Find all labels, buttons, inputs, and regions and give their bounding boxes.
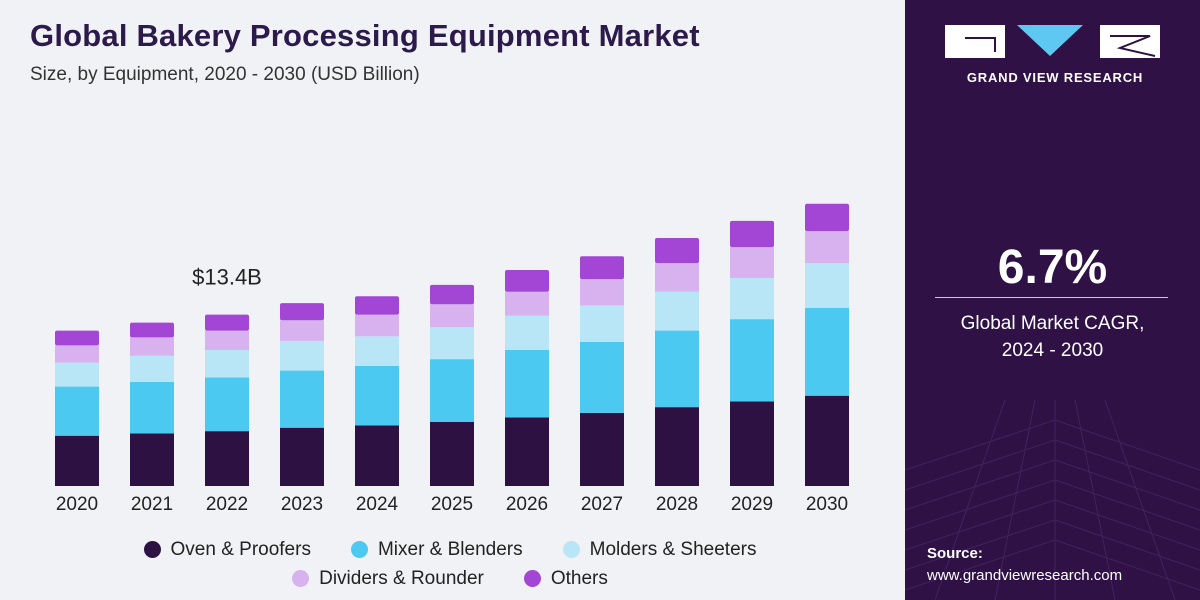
chart-plot: 2020 2021 2022 $13.4B 2023 2024 2025 2026 2027 20… [55,203,849,515]
bar-2021-oven-proofers [130,433,174,486]
source-url[interactable]: www.grandviewresearch.com [927,567,1123,584]
x-tick-label: 2022 [206,494,248,515]
bar-2021-dividers-rounder [130,337,174,356]
bar-2022-oven-proofers [205,431,249,486]
bar-2020-molders-sheeters [55,362,99,387]
bar-2026-mixer-blenders [505,350,549,418]
bar-2028-molders-sheeters [655,291,699,331]
bar-2026-oven-proofers [505,417,549,486]
chart-subtitle: Size, by Equipment, 2020 - 2030 (USD Bil… [30,64,420,85]
bar-2026-others [505,270,549,292]
x-tick-label: 2024 [356,494,399,515]
bar-2028-dividers-rounder [655,263,699,292]
bar-2024-mixer-blenders [355,366,399,426]
x-tick-label: 2028 [656,494,698,515]
bar-2023-molders-sheeters [280,340,324,371]
legend-swatch [562,541,580,558]
bar-2020-mixer-blenders [55,386,99,436]
bar-2023-oven-proofers [280,427,324,486]
legend-item-mixer-blenders: Mixer & Blenders [350,538,523,561]
bar-2027-dividers-rounder [580,279,624,306]
x-tick-label: 2027 [581,494,623,515]
bar-2023-others [280,303,324,321]
legend-swatch [523,570,541,587]
legend-swatch [292,570,310,587]
legend-item-dividers-rounder: Dividers & Rounder [292,568,484,590]
bar-2025-molders-sheeters [430,327,474,360]
bar-2022-dividers-rounder [205,330,249,350]
cagr-value: 6.7% [997,241,1108,294]
bar-2025-dividers-rounder [430,304,474,328]
bar-2029-others [730,220,774,248]
legend-label: Molders & Sheeters [589,538,757,560]
bar-2024-others [355,296,399,315]
bar-2027-oven-proofers [580,412,624,486]
cagr-divider [935,297,1168,298]
bar-2030-others [805,203,849,232]
legend-item-oven-proofers: Oven & Proofers [143,538,311,561]
x-tick-label: 2020 [56,494,98,515]
legend-label: Dividers & Rounder [319,567,484,589]
bar-2023-dividers-rounder [280,320,324,341]
legend-label: Others [550,567,608,589]
data-label-2022: $13.4B [192,265,262,290]
x-tick-label: 2023 [281,494,323,515]
bar-2023-mixer-blenders [280,370,324,428]
bar-2030-mixer-blenders [805,307,849,396]
legend-item-molders-sheeters: Molders & Sheeters [562,538,757,561]
brand-name: GRAND VIEW RESEARCH [966,70,1144,85]
bar-2029-dividers-rounder [730,247,774,278]
bar-2029-molders-sheeters [730,278,774,320]
legend-label: Oven & Proofers [170,538,311,560]
bar-2025-oven-proofers [430,422,474,486]
legend-item-others: Others [523,567,608,590]
bar-2029-oven-proofers [730,401,774,486]
cagr-label: Global Market CAGR, 2024 - 2030 [935,310,1170,364]
bar-2021-others [130,322,174,338]
chart-panel: Global Bakery Processing Equipment Marke… [0,0,905,600]
source-label: Source: [927,545,983,562]
bar-2028-others [655,238,699,264]
bar-2027-molders-sheeters [580,305,624,342]
bar-2020-dividers-rounder [55,345,99,363]
bar-2021-molders-sheeters [130,355,174,382]
legend-swatch [350,541,368,558]
bar-2024-oven-proofers [355,425,399,486]
bar-2028-oven-proofers [655,407,699,486]
cagr-label-line-1: Global Market CAGR, [960,313,1145,334]
x-tick-label: 2021 [131,494,173,515]
bar-2022-others [205,314,249,331]
bar-2020-oven-proofers [55,435,99,486]
bar-2024-dividers-rounder [355,314,399,337]
legend-swatch [143,541,161,558]
bar-2028-mixer-blenders [655,330,699,408]
x-tick-label: 2030 [806,494,848,515]
bar-2026-molders-sheeters [505,315,549,350]
bar-2027-others [580,256,624,280]
x-tick-label: 2029 [731,494,773,515]
bar-2029-mixer-blenders [730,319,774,402]
sidebar-panel: GRAND VIEW RESEARCH 6.7% Global Market C… [905,0,1200,600]
x-tick-label: 2025 [431,494,473,515]
bar-2025-mixer-blenders [430,359,474,422]
bar-2020-others [55,330,99,346]
bar-2030-molders-sheeters [805,263,849,308]
legend-label: Mixer & Blenders [377,538,523,560]
bar-2030-dividers-rounder [805,231,849,264]
bar-2025-others [430,284,474,305]
chart-legend: Oven & Proofers Mixer & Blenders Molders &… [20,535,880,593]
bar-2027-mixer-blenders [580,342,624,413]
decorative-pattern [905,399,1200,600]
x-tick-label: 2026 [506,494,548,515]
chart-title: Global Bakery Processing Equipment Marke… [30,18,700,53]
bar-2022-mixer-blenders [205,377,249,432]
bar-2024-molders-sheeters [355,336,399,366]
bar-2026-dividers-rounder [505,291,549,316]
bar-2030-oven-proofers [805,395,849,486]
cagr-label-line-2: 2024 - 2030 [1001,340,1104,361]
bar-2022-molders-sheeters [205,350,249,378]
bar-2021-mixer-blenders [130,382,174,434]
brand-logo [945,25,1160,58]
